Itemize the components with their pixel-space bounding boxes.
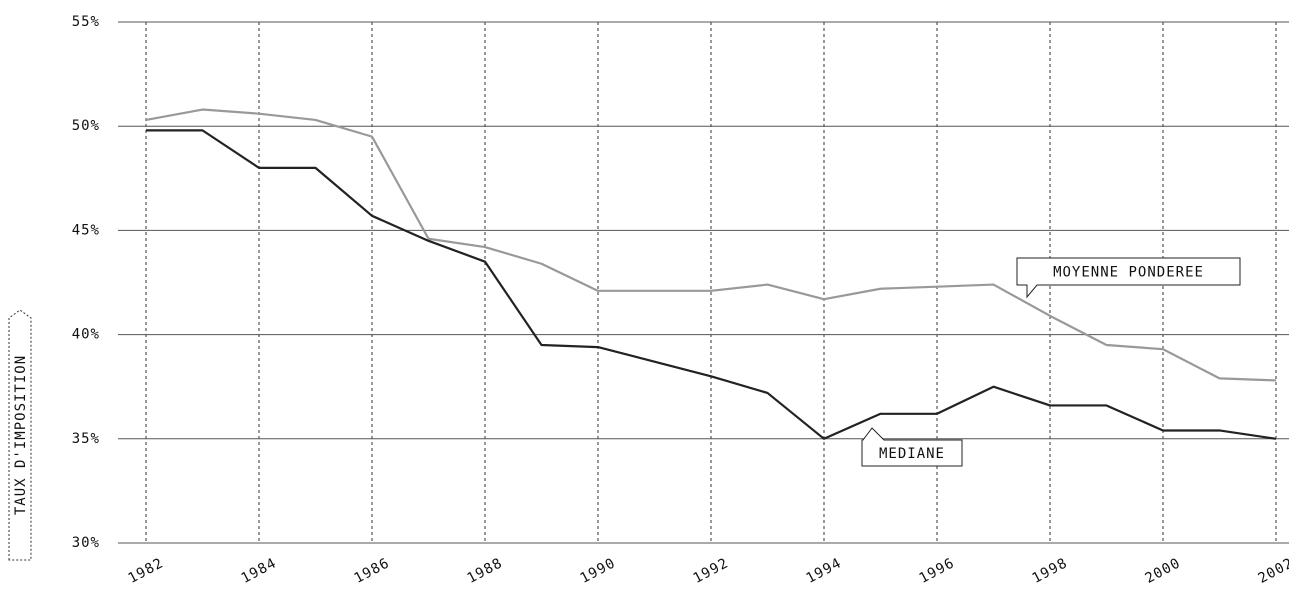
legend-callout (861, 427, 963, 467)
x-tick-label: 2000 (1143, 555, 1184, 587)
x-tick-label: 1982 (126, 555, 167, 587)
x-tick-label: 1992 (691, 555, 732, 587)
line-series (146, 129, 1277, 440)
y-tick-label: 55% (72, 14, 100, 30)
y-tick-label: 50% (72, 118, 100, 134)
y-axis-label-group: TAUX D'IMPOSITION (8, 309, 32, 561)
line-series (145, 108, 1277, 382)
legend-callout (1016, 257, 1241, 299)
legend-label: MOYENNE PONDEREE (1053, 265, 1204, 281)
y-tick-label: 40% (72, 327, 100, 343)
x-tick-label: 1990 (578, 555, 619, 587)
y-tick-label: 45% (72, 222, 100, 238)
x-tick-label: 1996 (917, 555, 958, 587)
y-tick-label: 30% (72, 535, 100, 551)
legend-label: MEDIANE (879, 446, 945, 462)
x-tick-label: 1998 (1030, 555, 1071, 587)
x-tick-label: 2002 (1256, 555, 1289, 587)
y-axis-label: TAUX D'IMPOSITION (13, 355, 29, 515)
y-label-box (8, 309, 32, 561)
x-tick-label: 1994 (804, 555, 845, 587)
y-tick-label: 35% (72, 431, 100, 447)
x-tick-label: 1988 (465, 555, 506, 587)
x-tick-label: 1986 (352, 555, 393, 587)
x-tick-label: 1984 (239, 555, 280, 587)
